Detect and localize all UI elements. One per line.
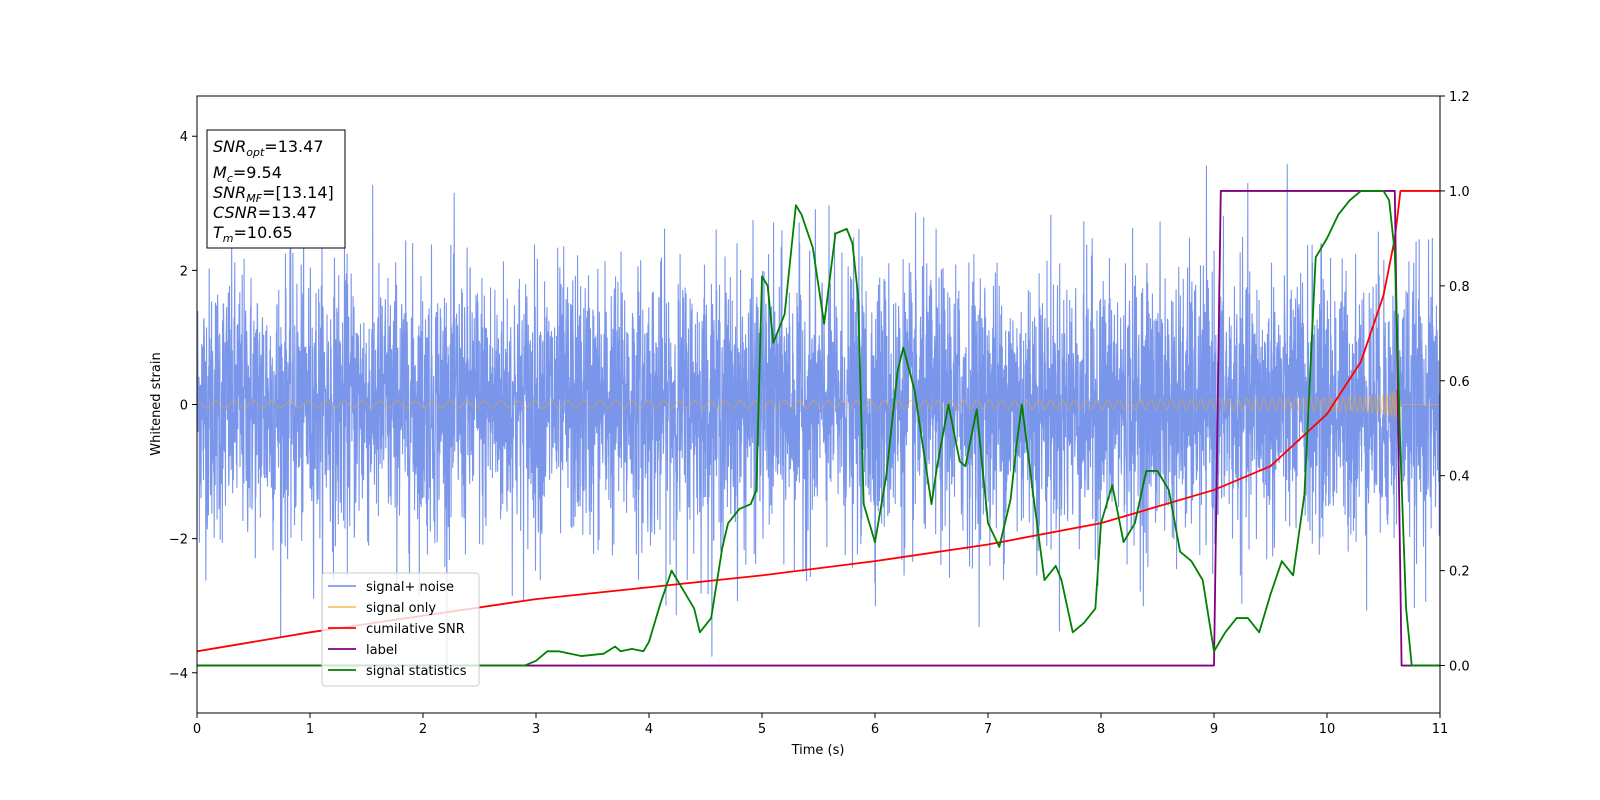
series-label-line: [197, 190, 1440, 667]
x-tick-label: 7: [984, 722, 992, 737]
y2-tick-label: 0.6: [1449, 375, 1470, 390]
legend: signal+ noise signal only cumilative SNR la…: [321, 572, 480, 687]
x-tick-label: 10: [1319, 722, 1336, 737]
y-tick-label: −2: [169, 533, 188, 548]
y2-tick-label: 0.2: [1449, 565, 1470, 580]
info-line: SNRMF=[13.14]: [213, 183, 334, 205]
y-tick-label: 2: [180, 264, 188, 279]
axes-layer: 0 1 2 3 4 5 6 7 8 9 10 11 −4 −2 0 2 4 0.0 0.2 0.4 0.6 0.8 1.0 1…: [169, 90, 1470, 737]
y2-tick-label: 0.8: [1449, 280, 1470, 295]
x-tick-label: 9: [1210, 722, 1218, 737]
y2-tick-label: 0.0: [1449, 660, 1470, 675]
x-tick-label: 0: [193, 722, 201, 737]
x-tick-label: 5: [758, 722, 766, 737]
y-tick-label: 4: [180, 130, 188, 145]
x-tick-label: 6: [871, 722, 879, 737]
x-tick-label: 3: [532, 722, 540, 737]
y-tick-label: 0: [180, 399, 188, 414]
x-tick-label: 8: [1097, 722, 1105, 737]
x-tick-label: 4: [645, 722, 653, 737]
info-line: Mc=9.54: [213, 163, 282, 185]
legend-label: signal statistics: [366, 664, 467, 679]
legend-label: signal only: [366, 601, 436, 616]
y-axis-label: Whitened strain: [149, 352, 164, 455]
y2-tick-label: 1.0: [1449, 185, 1470, 200]
x-tick-label: 11: [1432, 722, 1449, 737]
info-line: CSNR=13.47: [213, 203, 317, 222]
info-box: SNRopt=13.47 Mc=9.54SNRMF=[13.14]CSNR=13.…: [206, 129, 346, 249]
x-axis-label: Time (s): [791, 743, 845, 758]
legend-label: cumilative SNR: [366, 622, 465, 637]
info-box-frame: [206, 129, 346, 249]
info-line: Tm=10.65: [213, 223, 293, 245]
legend-label: signal+ noise: [366, 580, 454, 595]
info-line: SNRopt=13.47: [213, 137, 324, 159]
y-tick-label: −4: [169, 667, 188, 682]
x-tick-label: 2: [419, 722, 427, 737]
y2-tick-label: 1.2: [1449, 90, 1470, 105]
legend-label: label: [366, 643, 397, 658]
plot-series-layer: [197, 164, 1440, 675]
legend-frame: [321, 572, 480, 687]
y2-tick-label: 0.4: [1449, 470, 1470, 485]
series-signal-only-line: [197, 385, 1440, 425]
series-signal-noise-line: [197, 164, 1440, 675]
series-signal-statistics-line: [197, 190, 1440, 667]
x-tick-label: 1: [306, 722, 314, 737]
